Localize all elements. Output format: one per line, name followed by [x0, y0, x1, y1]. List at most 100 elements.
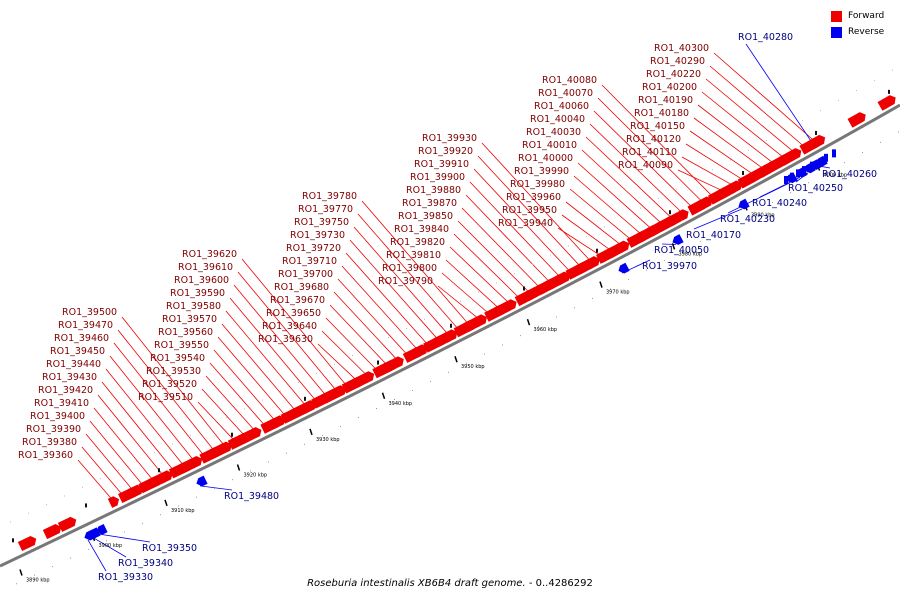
forward-gene — [789, 148, 802, 161]
map-caption: Roseburia intestinalis XB6B4 draft genom… — [0, 578, 900, 589]
forward-gene — [227, 434, 247, 450]
leader-line — [321, 330, 367, 376]
forward-swatch — [831, 10, 842, 22]
gene-labels: RO1_39360 RO1_39380 RO1_39390 RO1_39400 RO1_… — [18, 32, 877, 583]
forward-gene-label: RO1_39960 — [506, 192, 561, 203]
grid-dot — [118, 469, 119, 471]
leader-line — [701, 91, 784, 158]
grid-dot — [538, 325, 539, 327]
tick-label: 4000 kbp — [824, 173, 848, 179]
forward-gene — [737, 173, 756, 189]
forward-gene-label: RO1_40030 — [526, 127, 581, 138]
tick-mark — [309, 428, 313, 436]
leader-line — [597, 97, 703, 202]
tick-label: 3950 kbp — [461, 364, 485, 370]
grid-dot — [208, 425, 209, 427]
forward-gene — [537, 278, 556, 295]
leader-line — [593, 110, 693, 208]
leader-line — [213, 349, 276, 421]
reverse-gene-label: RO1_40230 — [720, 214, 775, 225]
forward-gene-label: RO1_39940 — [498, 218, 553, 229]
reverse-label-leaders — [87, 43, 831, 572]
leader-line — [221, 323, 296, 411]
grid-dot — [514, 273, 515, 275]
reverse-gene-label: RO1_40250 — [788, 183, 843, 194]
reverse-gene — [810, 161, 814, 170]
forward-gene — [392, 356, 404, 369]
forward-gene-label: RO1_39730 — [290, 230, 345, 241]
reverse-gene-label: RO1_40260 — [822, 169, 877, 180]
leader-line — [569, 188, 632, 240]
forward-gene-label: RO1_40090 — [618, 160, 673, 171]
forward-gene-label: RO1_39600 — [174, 275, 229, 286]
leader-line — [205, 375, 255, 431]
tick-mark — [599, 281, 603, 288]
forward-gene-label: RO1_39410 — [34, 398, 89, 409]
grid-dot — [808, 182, 809, 184]
forward-gene-label: RO1_39460 — [54, 333, 109, 344]
forward-gene — [877, 95, 896, 111]
leader-line — [589, 123, 683, 213]
forward-gene-label: RO1_40110 — [622, 147, 677, 158]
leader-line — [705, 78, 794, 153]
forward-gene-label: RO1_39770 — [298, 204, 353, 215]
grid-dot — [604, 226, 605, 228]
forward-gene-label: RO1_39880 — [406, 185, 461, 196]
forward-gene-label: RO1_40200 — [642, 82, 697, 93]
grid-dot — [730, 159, 731, 161]
leader-line — [237, 271, 337, 391]
grid-dot — [106, 540, 107, 542]
leader-line — [337, 278, 408, 355]
tick-label: 3910 kbp — [171, 508, 195, 514]
grid-dot — [766, 139, 767, 141]
minor-marker — [815, 130, 817, 135]
reverse-gene — [832, 149, 836, 158]
grid-dot — [442, 309, 443, 311]
reverse-gene-label: RO1_40170 — [686, 230, 741, 241]
grid-dot — [712, 169, 713, 171]
tick-mark — [381, 392, 386, 400]
reverse-gene-label: RO1_39340 — [118, 558, 173, 569]
leader-line — [93, 407, 154, 481]
grid-dot — [70, 557, 71, 559]
grid-dot — [430, 380, 431, 382]
grid-dot — [664, 260, 665, 262]
leader-line — [105, 368, 184, 466]
reverse-gene-label: RO1_39480 — [224, 491, 279, 502]
forward-gene-label: RO1_39920 — [418, 146, 473, 157]
grid-dot — [304, 443, 305, 445]
forward-gene-label: RO1_39910 — [414, 159, 469, 170]
grid-dot — [424, 318, 425, 320]
forward-gene-label: RO1_39680 — [274, 282, 329, 293]
leader-line — [709, 65, 805, 147]
grid-dot — [628, 279, 629, 281]
forward-gene-label: RO1_39840 — [394, 224, 449, 235]
legend-label-reverse: Reverse — [848, 27, 885, 37]
leader-line — [92, 537, 127, 558]
forward-gene — [616, 240, 630, 254]
reverse-gene-label: RO1_39330 — [98, 572, 153, 583]
forward-gene-label: RO1_39470 — [58, 320, 113, 331]
grid-dot — [376, 408, 377, 410]
leader-line — [565, 201, 621, 246]
tick-mark — [19, 569, 23, 576]
leader-line — [199, 485, 233, 491]
forward-gene — [757, 162, 776, 178]
grid-dot — [874, 79, 875, 81]
forward-gene-label: RO1_39510 — [138, 392, 193, 403]
forward-gene-label: RO1_39800 — [382, 263, 437, 274]
leader-line — [581, 149, 662, 224]
kbp-ticks: 3890 kbp 3900 kbp 3910 kbp 3920 kbp 3930 kbp… — [12, 89, 890, 583]
leader-line — [217, 336, 286, 416]
reverse-gene — [672, 234, 684, 245]
leader-line — [325, 317, 377, 371]
leader-line — [97, 394, 164, 476]
grid-dot — [322, 434, 323, 436]
reverse-gene-label: RO1_40050 — [654, 245, 709, 256]
forward-gene-label: RO1_39780 — [302, 191, 357, 202]
grid-dot — [550, 254, 551, 256]
forward-gene-label: RO1_39900 — [410, 172, 465, 183]
leader-line — [437, 285, 479, 319]
grid-dot — [784, 130, 785, 132]
